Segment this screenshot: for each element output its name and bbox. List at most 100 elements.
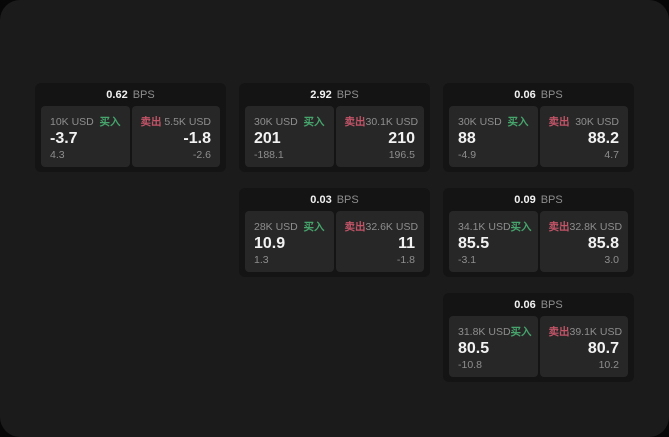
- sell-badge: 卖出: [344, 116, 366, 128]
- bps-value: 0.09: [514, 193, 536, 206]
- buy-delta: -4.9: [458, 148, 477, 161]
- card-body: 10K USD 买入 -3.7 4.3 卖出 5.5K USD -1.8 -2.…: [35, 106, 226, 172]
- bps-header: 0.03 BPS: [239, 188, 430, 211]
- buy-delta: 4.3: [50, 148, 65, 161]
- sell-delta: -1.8: [396, 253, 415, 266]
- buy-panel-top: 30K USD 买入: [458, 114, 529, 129]
- buy-panel-top: 28K USD 买入: [254, 219, 325, 234]
- bps-header: 0.62 BPS: [35, 83, 226, 106]
- buy-delta: 1.3: [254, 253, 269, 266]
- bps-value: 0.62: [106, 88, 128, 101]
- quote-card: 0.06 BPS 30K USD 买入 88 -4.9 卖出 30K USD 8…: [443, 83, 634, 172]
- sell-delta: -2.6: [192, 148, 211, 161]
- sell-delta: 4.7: [604, 148, 619, 161]
- quote-card: 0.62 BPS 10K USD 买入 -3.7 4.3 卖出 5.5K USD…: [35, 83, 226, 172]
- bps-header: 0.06 BPS: [443, 83, 634, 106]
- bps-value: 0.06: [514, 88, 536, 101]
- sell-badge: 卖出: [548, 326, 570, 338]
- quote-card: 0.03 BPS 28K USD 买入 10.9 1.3 卖出 32.6K US…: [239, 188, 430, 277]
- buy-panel[interactable]: 30K USD 买入 88 -4.9: [449, 106, 538, 167]
- bps-unit: BPS: [132, 88, 155, 101]
- buy-price: 10.9: [254, 235, 286, 253]
- sell-amount-label: 30.1K USD: [365, 116, 419, 128]
- bps-unit: BPS: [540, 88, 563, 101]
- bps-header: 2.92 BPS: [239, 83, 430, 106]
- buy-panel[interactable]: 30K USD 买入 201 -188.1: [245, 106, 334, 167]
- buy-price: 88: [458, 130, 476, 148]
- sell-panel-top: 卖出 39.1K USD: [548, 324, 623, 339]
- card-body: 30K USD 买入 201 -188.1 卖出 30.1K USD 210 1…: [239, 106, 430, 172]
- bps-unit: BPS: [540, 193, 563, 206]
- bps-unit: BPS: [540, 298, 563, 311]
- sell-price: 210: [388, 130, 415, 148]
- sell-panel[interactable]: 卖出 30K USD 88.2 4.7: [539, 106, 628, 167]
- buy-panel[interactable]: 10K USD 买入 -3.7 4.3: [41, 106, 130, 167]
- sell-panel-top: 卖出 30K USD: [549, 114, 620, 129]
- quote-card: 0.09 BPS 34.1K USD 买入 85.5 -3.1 卖出 32.8K…: [443, 188, 634, 277]
- buy-delta: -3.1: [458, 253, 477, 266]
- bps-value: 2.92: [310, 88, 332, 101]
- buy-panel-top: 34.1K USD 买入: [458, 219, 532, 234]
- sell-panel-top: 卖出 30.1K USD: [344, 114, 419, 129]
- bps-value: 0.06: [514, 298, 536, 311]
- sell-price: 11: [398, 235, 415, 253]
- sell-badge: 卖出: [140, 116, 162, 128]
- buy-price: -3.7: [50, 130, 78, 148]
- buy-badge: 买入: [303, 116, 325, 128]
- sell-amount-label: 39.1K USD: [569, 326, 623, 338]
- buy-delta: -10.8: [458, 358, 482, 371]
- card-body: 28K USD 买入 10.9 1.3 卖出 32.6K USD 11 -1.8: [239, 211, 430, 277]
- buy-price: 201: [254, 130, 281, 148]
- sell-badge: 卖出: [548, 221, 570, 233]
- buy-amount-label: 30K USD: [254, 116, 298, 128]
- bps-header: 0.09 BPS: [443, 188, 634, 211]
- buy-amount-label: 28K USD: [254, 221, 298, 233]
- buy-amount-label: 31.8K USD: [458, 326, 511, 338]
- buy-badge: 买入: [303, 221, 325, 233]
- sell-panel[interactable]: 卖出 39.1K USD 80.7 10.2: [539, 316, 628, 377]
- sell-amount-label: 32.8K USD: [569, 221, 623, 233]
- bps-header: 0.06 BPS: [443, 293, 634, 316]
- buy-panel[interactable]: 28K USD 买入 10.9 1.3: [245, 211, 334, 272]
- sell-delta: 196.5: [388, 148, 415, 161]
- sell-amount-label: 30K USD: [575, 116, 619, 128]
- buy-badge: 买入: [510, 326, 532, 338]
- sell-panel[interactable]: 卖出 5.5K USD -1.8 -2.6: [131, 106, 220, 167]
- quote-card: 2.92 BPS 30K USD 买入 201 -188.1 卖出 30.1K …: [239, 83, 430, 172]
- buy-amount-label: 34.1K USD: [458, 221, 511, 233]
- sell-amount-label: 32.6K USD: [365, 221, 419, 233]
- bps-value: 0.03: [310, 193, 332, 206]
- sell-badge: 卖出: [548, 116, 570, 128]
- buy-delta: -188.1: [254, 148, 284, 161]
- bps-unit: BPS: [336, 88, 359, 101]
- card-body: 31.8K USD 买入 80.5 -10.8 卖出 39.1K USD 80.…: [443, 316, 634, 382]
- sell-panel[interactable]: 卖出 32.6K USD 11 -1.8: [335, 211, 424, 272]
- sell-badge: 卖出: [344, 221, 366, 233]
- sell-delta: 3.0: [604, 253, 619, 266]
- card-body: 34.1K USD 买入 85.5 -3.1 卖出 32.8K USD 85.8…: [443, 211, 634, 277]
- bps-unit: BPS: [336, 193, 359, 206]
- sell-panel[interactable]: 卖出 32.8K USD 85.8 3.0: [539, 211, 628, 272]
- sell-price: 85.8: [587, 235, 619, 253]
- buy-panel-top: 10K USD 买入: [50, 114, 121, 129]
- buy-panel[interactable]: 34.1K USD 买入 85.5 -3.1: [449, 211, 538, 272]
- buy-badge: 买入: [510, 221, 532, 233]
- sell-price: -1.8: [183, 130, 211, 148]
- buy-price: 80.5: [458, 340, 490, 358]
- buy-badge: 买入: [99, 116, 121, 128]
- card-body: 30K USD 买入 88 -4.9 卖出 30K USD 88.2 4.7: [443, 106, 634, 172]
- buy-amount-label: 30K USD: [458, 116, 502, 128]
- sell-panel-top: 卖出 5.5K USD: [141, 114, 212, 129]
- buy-panel[interactable]: 31.8K USD 买入 80.5 -10.8: [449, 316, 538, 377]
- sell-delta: 10.2: [598, 358, 619, 371]
- buy-panel-top: 30K USD 买入: [254, 114, 325, 129]
- sell-panel-top: 卖出 32.6K USD: [344, 219, 419, 234]
- buy-price: 85.5: [458, 235, 490, 253]
- sell-price: 88.2: [587, 130, 619, 148]
- quotes-grid: 0.62 BPS 10K USD 买入 -3.7 4.3 卖出 5.5K USD…: [35, 83, 634, 382]
- sell-amount-label: 5.5K USD: [164, 116, 211, 128]
- sell-price: 80.7: [587, 340, 619, 358]
- sell-panel-top: 卖出 32.8K USD: [548, 219, 623, 234]
- sell-panel[interactable]: 卖出 30.1K USD 210 196.5: [335, 106, 424, 167]
